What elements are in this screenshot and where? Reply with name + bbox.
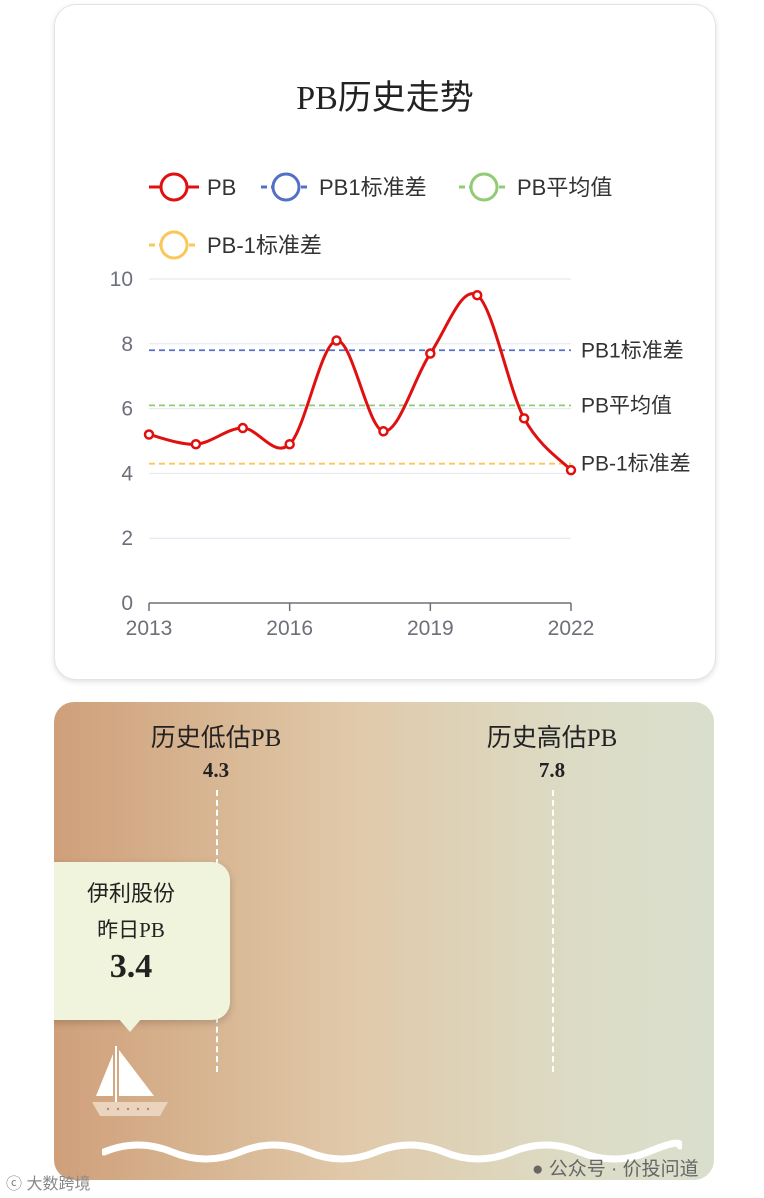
stock-name: 伊利股份	[86, 881, 175, 906]
chart-series	[143, 289, 577, 476]
valuation-panel: 历史低估PB 4.3 历史高估PB 7.8 伊利股份 昨日PB 3.4	[54, 702, 714, 1180]
current-pb-bubble: 伊利股份 昨日PB 3.4	[54, 862, 230, 1020]
watermark-right: ● 公众号 · 价投问道	[532, 1154, 699, 1181]
pb-data-point	[425, 348, 436, 359]
x-tick-label: 2019	[407, 617, 454, 640]
y-tick-label: 2	[121, 527, 133, 550]
low-valuation-value: 4.3	[202, 758, 230, 782]
pb-data-point	[284, 438, 295, 450]
legend-marker	[159, 230, 189, 260]
legend-marker	[271, 172, 301, 202]
reference-line-label: PB1标准差	[581, 339, 684, 362]
chart-title: PB历史走势	[296, 79, 474, 117]
pb-data-point	[518, 413, 530, 424]
high-valuation-value: 7.8	[538, 758, 566, 782]
pb-data-point	[565, 464, 577, 476]
legend-marker	[159, 172, 189, 202]
current-pb-value: 3.4	[109, 948, 153, 985]
legend-label: PB-1标准差	[207, 233, 322, 258]
high-valuation-marker	[552, 790, 554, 1072]
watermark-left-text: 大数跨境	[26, 1176, 91, 1193]
chart-grid	[149, 278, 571, 539]
y-tick-label: 6	[121, 398, 133, 421]
pb-data-point	[143, 429, 155, 440]
watermark-left: ⓒ 大数跨境	[6, 1170, 90, 1194]
pb-chart-card: PB历史走势 PB PB1标准差 PB平均值 PB-1标准差 0 2 4 6 8 10 2013 2…	[54, 4, 716, 680]
watermark-logo-icon: ⓒ	[6, 1176, 23, 1193]
chart-axes: 0 2 4 6 8 10 2013 2016 2019 2022	[110, 268, 595, 640]
chart-legend: PB PB1标准差 PB平均值 PB-1标准差	[149, 172, 612, 260]
pb-data-point	[331, 335, 342, 346]
pb-history-chart: PB历史走势 PB PB1标准差 PB平均值 PB-1标准差 0 2 4 6 8 10 2013 2…	[110, 79, 691, 640]
watermark-right-text: 公众号 · 价投问道	[548, 1159, 699, 1180]
x-tick-label: 2016	[266, 617, 313, 640]
low-valuation-label: 历史低估PB	[150, 725, 282, 752]
y-tick-label: 4	[121, 462, 133, 485]
wechat-icon: ●	[532, 1159, 544, 1180]
legend-label: PB	[207, 175, 236, 200]
reference-lines: PB1标准差 PB平均值 PB-1标准差	[149, 339, 691, 476]
bubble-pointer	[118, 1018, 142, 1032]
pb-data-point	[471, 289, 483, 301]
wave-decoration	[102, 1139, 682, 1163]
pb-data-point	[190, 438, 202, 450]
y-tick-label: 10	[110, 268, 133, 291]
y-tick-label: 8	[121, 333, 133, 356]
high-valuation-label: 历史高估PB	[486, 725, 618, 752]
pb-data-point	[237, 422, 249, 434]
legend-marker	[469, 172, 499, 202]
x-tick-label: 2013	[126, 617, 173, 640]
reference-line-label: PB平均值	[581, 394, 672, 417]
current-pb-label: 昨日PB	[97, 918, 165, 942]
pb-series-line	[148, 292, 573, 472]
y-tick-label: 0	[121, 592, 133, 615]
x-tick-label: 2022	[548, 617, 595, 640]
legend-label: PB1标准差	[319, 175, 427, 200]
pb-data-point	[378, 426, 389, 437]
sailboat-icon	[92, 1046, 168, 1116]
reference-line-label: PB-1标准差	[581, 453, 691, 476]
legend-label: PB平均值	[517, 175, 612, 200]
